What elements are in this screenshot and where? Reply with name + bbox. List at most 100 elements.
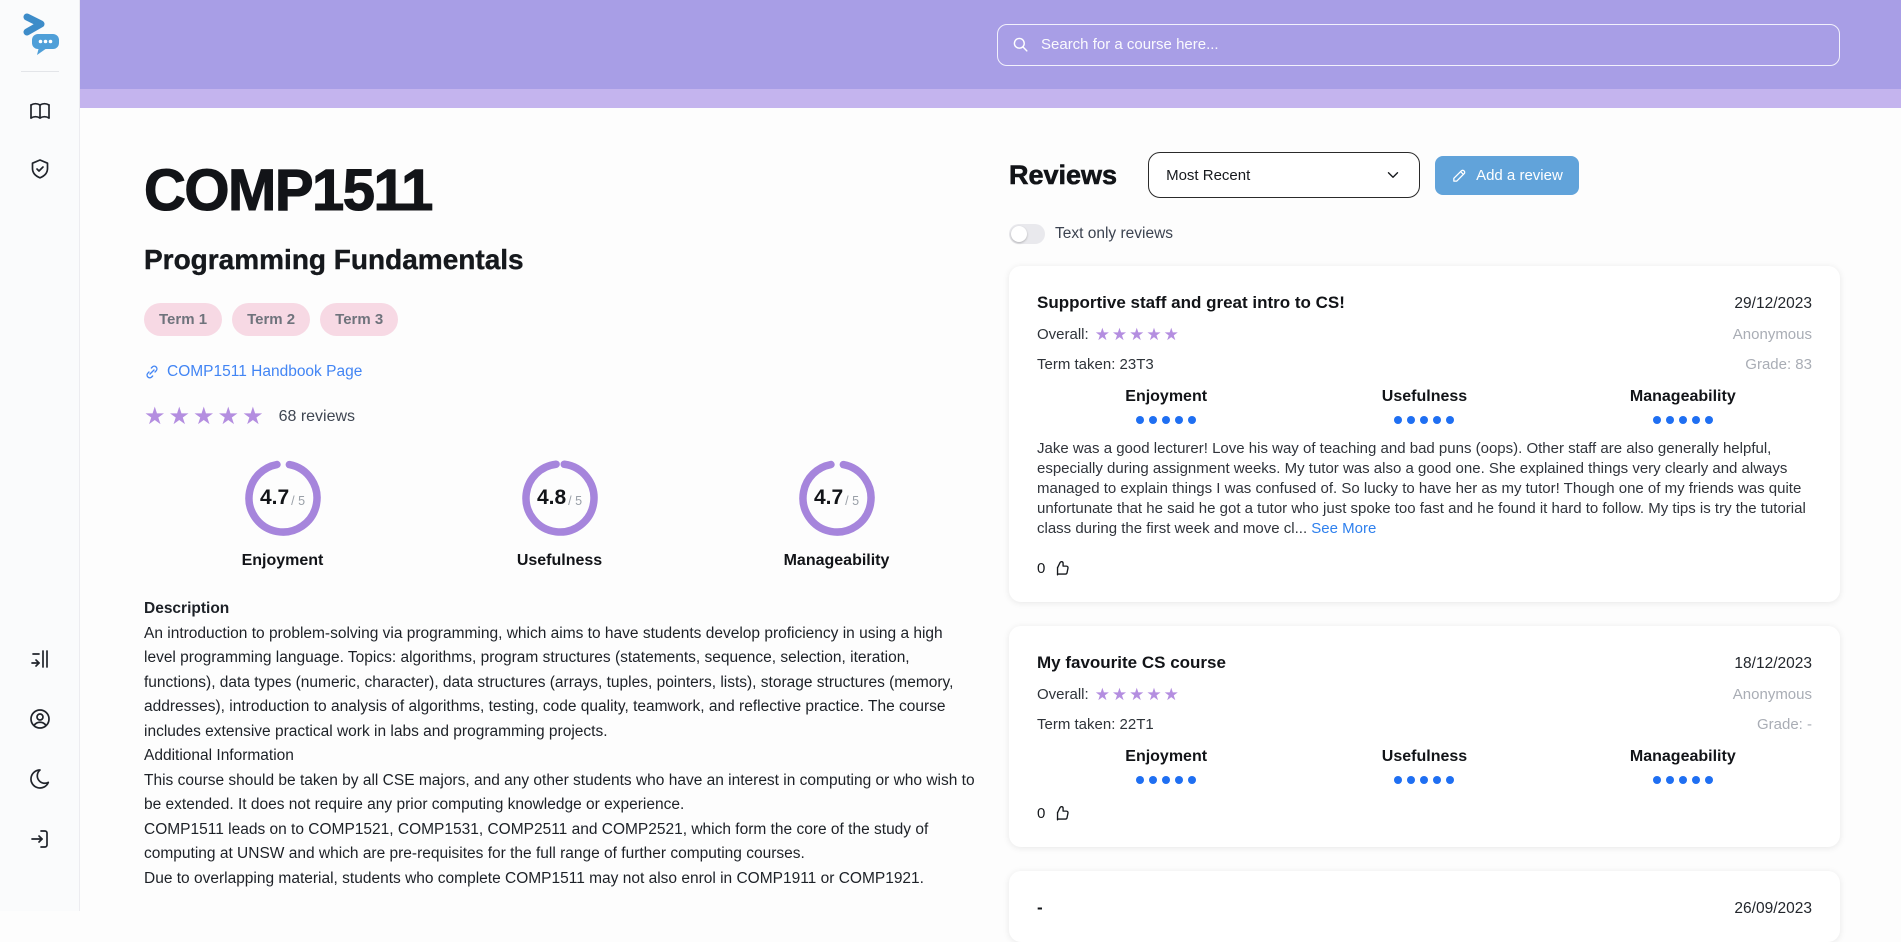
handbook-link[interactable]: COMP1511 Handbook Page xyxy=(144,363,362,381)
gauge-max: / 5 xyxy=(845,494,860,508)
term-chip: Term 2 xyxy=(232,303,311,336)
course-name: Programming Fundamentals xyxy=(144,244,524,275)
review-title: My favourite CS course xyxy=(1037,653,1226,672)
review-author: Anonymous xyxy=(1732,326,1812,343)
course-rating-row: ★★★★★ 68 reviews xyxy=(144,405,975,429)
gauge-value: 4.8 xyxy=(536,486,567,509)
overall-stars: ★★★★★ xyxy=(1094,325,1181,344)
user-circle-icon[interactable] xyxy=(28,707,52,731)
category-label: Enjoyment xyxy=(1125,748,1208,765)
gauge-label: Manageability xyxy=(783,552,890,569)
edit-pencil-icon xyxy=(1453,169,1466,182)
rating-dots xyxy=(1136,416,1197,424)
top-header xyxy=(80,0,1901,89)
header-accent-strip xyxy=(80,89,1901,108)
gauge-enjoyment: 4.7 / 5 Enjoyment xyxy=(144,457,421,570)
category-label: Usefulness xyxy=(1381,388,1468,405)
login-icon[interactable] xyxy=(28,827,52,851)
unilectives-logo[interactable] xyxy=(17,13,63,57)
term-chip: Term 1 xyxy=(144,303,223,336)
category-label: Usefulness xyxy=(1381,748,1468,765)
sidebar-bottom-group xyxy=(28,629,52,869)
moon-icon[interactable] xyxy=(28,767,52,791)
course-description: Description An introduction to problem-s… xyxy=(144,597,975,891)
gauge-max: / 5 xyxy=(291,494,306,508)
review-title: - xyxy=(1037,898,1043,917)
arrow-bar-right-icon[interactable] xyxy=(28,647,52,671)
description-paragraph: An introduction to problem-solving via p… xyxy=(144,624,954,740)
thumbs-up-icon[interactable] xyxy=(1052,804,1071,823)
rating-gauges: 4.7 / 5 Enjoyment 4.8 / 5 xyxy=(144,457,975,570)
description-paragraph: Due to overlapping material, students wh… xyxy=(144,869,924,887)
overall-stars: ★★★★★ xyxy=(1094,685,1181,704)
category-label: Enjoyment xyxy=(1125,388,1208,405)
overall-label: Overall: xyxy=(1037,686,1089,703)
link-chain-icon xyxy=(146,365,158,379)
like-row: 0 xyxy=(1037,559,1812,578)
like-count: 0 xyxy=(1037,560,1046,577)
thumbs-up-icon[interactable] xyxy=(1052,559,1071,578)
term-taken: Term taken: 23T3 xyxy=(1037,356,1154,373)
text-only-label: Text only reviews xyxy=(1055,225,1174,242)
gauge-value: 4.7 xyxy=(259,486,290,509)
sidebar xyxy=(0,0,80,911)
rating-dots xyxy=(1652,776,1713,784)
course-star-rating: ★★★★★ xyxy=(144,403,267,430)
review-count: 68 reviews xyxy=(278,408,356,425)
description-heading: Description xyxy=(144,600,230,617)
main-area: COMP1511 Programming Fundamentals Term 1… xyxy=(80,0,1901,942)
term-chip: Term 3 xyxy=(320,303,399,336)
shield-check-icon[interactable] xyxy=(28,157,52,181)
category-ratings: Enjoyment Usefulness Manageability xyxy=(1037,748,1812,784)
overall-label: Overall: xyxy=(1037,326,1089,343)
page-content: COMP1511 Programming Fundamentals Term 1… xyxy=(80,108,1901,942)
sort-dropdown[interactable]: Most Recent xyxy=(1148,152,1421,198)
gauge-label: Usefulness xyxy=(516,552,603,569)
search-input[interactable] xyxy=(1039,35,1826,54)
see-more-link[interactable]: See More xyxy=(1311,520,1377,537)
category-label: Manageability xyxy=(1629,748,1736,765)
term-chips: Term 1 Term 2 Term 3 xyxy=(144,303,975,336)
gauge-value: 4.7 xyxy=(813,486,844,509)
magnifier-icon xyxy=(1013,37,1028,52)
category-label: Manageability xyxy=(1629,388,1736,405)
reviews-header: Reviews Most Recent Add a review xyxy=(1009,152,1840,198)
rating-dots xyxy=(1394,776,1455,784)
review-date: 18/12/2023 xyxy=(1734,655,1812,672)
review-body: Jake was a good lecturer! Love his way o… xyxy=(1037,440,1806,537)
rating-dots xyxy=(1652,416,1713,424)
sidebar-divider xyxy=(20,71,59,72)
text-only-toggle-row: Text only reviews xyxy=(1009,224,1840,244)
reviews-heading: Reviews xyxy=(1009,159,1118,190)
review-author: Anonymous xyxy=(1732,686,1812,703)
description-paragraph: COMP1511 leads on to COMP1521, COMP1531,… xyxy=(144,820,929,863)
course-overview: COMP1511 Programming Fundamentals Term 1… xyxy=(143,108,975,911)
review-grade: Grade: - xyxy=(1756,716,1812,733)
add-review-button[interactable]: Add a review xyxy=(1435,155,1579,195)
course-search[interactable] xyxy=(997,23,1840,66)
description-paragraph: This course should be taken by all CSE m… xyxy=(144,771,975,814)
description-paragraph: Additional Information xyxy=(144,747,294,764)
gauge-label: Enjoyment xyxy=(241,552,324,569)
term-taken: Term taken: 22T1 xyxy=(1037,716,1154,733)
review-card: My favourite CS course 18/12/2023 Overal… xyxy=(1009,626,1840,847)
course-code: COMP1511 xyxy=(143,157,433,223)
gauge-manageability: 4.7 / 5 Manageability xyxy=(698,457,975,570)
review-title: Supportive staff and great intro to CS! xyxy=(1037,293,1345,312)
toggle-knob xyxy=(1011,226,1027,242)
chevron-down-icon xyxy=(1387,172,1399,178)
book-icon[interactable] xyxy=(28,99,52,123)
handbook-link-label: COMP1511 Handbook Page xyxy=(167,363,363,380)
gauge-max: / 5 xyxy=(568,494,583,508)
like-count: 0 xyxy=(1037,805,1046,822)
gauge-usefulness: 4.8 / 5 Usefulness xyxy=(421,457,698,570)
review-grade: Grade: 83 xyxy=(1745,356,1812,373)
review-date: 29/12/2023 xyxy=(1734,295,1812,312)
review-date: 26/09/2023 xyxy=(1734,900,1812,917)
category-ratings: Enjoyment Usefulness Manageability xyxy=(1037,388,1812,424)
reviews-panel: Reviews Most Recent Add a review Text on… xyxy=(1009,108,1840,942)
text-only-toggle[interactable] xyxy=(1009,224,1045,244)
sort-selected-value: Most Recent xyxy=(1166,166,1251,184)
rating-dots xyxy=(1136,776,1197,784)
rating-dots xyxy=(1394,416,1455,424)
